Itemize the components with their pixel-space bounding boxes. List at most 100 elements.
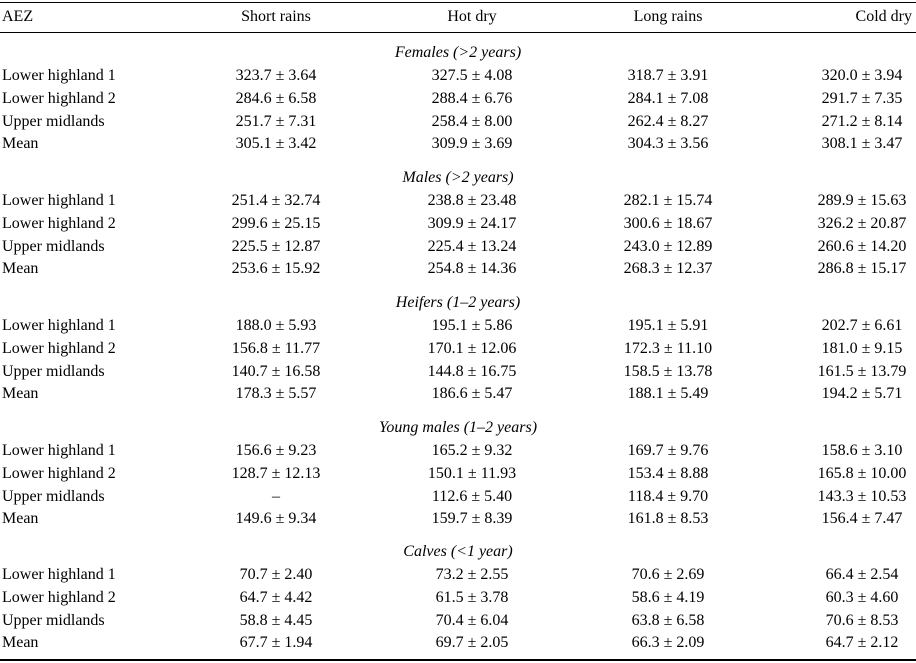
header-row: AEZ Short rains Hot dry Long rains Cold …: [0, 5, 916, 28]
header-long-rains: Long rains: [633, 8, 703, 25]
table-row: Lower highland 2 128.7 ± 12.13 150.1 ± 11.…: [0, 462, 916, 485]
cell-hot-dry: 165.2 ± 9.32: [431, 442, 513, 459]
cell-long-rains: 188.1 ± 5.49: [627, 385, 709, 403]
cell-long-rains: 268.3 ± 12.37: [623, 260, 713, 278]
cell-long-rains: 282.1 ± 15.74: [623, 192, 713, 209]
cell-long-rains: 318.7 ± 3.91: [627, 67, 709, 84]
cell-long-rains: 304.3 ± 3.56: [627, 135, 709, 153]
cell-short-rains: 67.7 ± 1.94: [239, 634, 313, 652]
row-aez: Lower highland 2: [2, 339, 116, 357]
row-aez: Upper midlands: [2, 487, 105, 505]
cell-long-rains: 169.7 ± 9.76: [627, 442, 709, 459]
cell-hot-dry: 309.9 ± 24.17: [427, 214, 517, 232]
cell-short-rains: 70.7 ± 2.40: [239, 566, 313, 583]
cell-cold-dry: 271.2 ± 8.14: [821, 112, 903, 130]
cell-short-rains: 156.8 ± 11.77: [231, 339, 321, 357]
header-rule: [0, 32, 916, 33]
cell-hot-dry: 238.8 ± 23.48: [427, 192, 517, 209]
cell-cold-dry: 165.8 ± 10.00: [817, 464, 907, 482]
cell-cold-dry: 60.3 ± 4.60: [825, 588, 899, 606]
cell-cold-dry: 289.9 ± 15.63: [817, 192, 907, 209]
cell-hot-dry: 186.6 ± 5.47: [431, 385, 513, 403]
cell-long-rains: 161.8 ± 8.53: [627, 510, 709, 528]
cell-cold-dry: 70.6 ± 8.53: [825, 611, 899, 629]
cell-hot-dry: 144.8 ± 16.75: [427, 362, 517, 380]
cell-short-rains: 149.6 ± 9.34: [235, 510, 317, 528]
table-row: Mean 178.3 ± 5.57 186.6 ± 5.47 188.1 ± 5.49…: [0, 382, 916, 405]
cell-cold-dry: 158.6 ± 3.10: [821, 442, 903, 459]
header-hot-dry: Hot dry: [447, 8, 497, 25]
cell-long-rains: 63.8 ± 6.58: [631, 611, 705, 629]
table-row: Upper midlands 225.5 ± 12.87 225.4 ± 13.24…: [0, 235, 916, 258]
cell-hot-dry: 73.2 ± 2.55: [435, 566, 509, 583]
group-title: Males (>2 years): [402, 169, 514, 186]
cell-short-rains: 58.8 ± 4.45: [239, 611, 313, 629]
cell-cold-dry: 320.0 ± 3.94: [821, 67, 903, 84]
group-title: Females (>2 years): [394, 44, 522, 61]
row-aez: Lower highland 1: [2, 317, 116, 334]
cell-cold-dry: 161.5 ± 13.79: [817, 362, 907, 380]
table-row: Upper midlands 140.7 ± 16.58 144.8 ± 16.75…: [0, 360, 916, 383]
cell-hot-dry: 70.4 ± 6.04: [435, 611, 509, 629]
table-row: Upper midlands 251.7 ± 7.31 258.4 ± 8.00 26…: [0, 110, 916, 133]
cell-hot-dry: 170.1 ± 12.06: [427, 339, 517, 357]
table-row: Mean 67.7 ± 1.94 69.7 ± 2.05 66.3 ± 2.09 64.…: [0, 631, 916, 654]
cell-cold-dry: 194.2 ± 5.71: [821, 385, 903, 403]
cell-hot-dry: 225.4 ± 13.24: [427, 237, 517, 255]
row-aez: Upper midlands: [2, 112, 105, 130]
cell-short-rains: 188.0 ± 5.93: [235, 317, 317, 334]
cell-cold-dry: 156.4 ± 7.47: [821, 510, 903, 528]
cell-long-rains: 172.3 ± 11.10: [623, 339, 713, 357]
cell-cold-dry: 326.2 ± 20.87: [817, 214, 907, 232]
row-aez: Upper midlands: [2, 237, 105, 255]
cell-long-rains: 58.6 ± 4.19: [631, 588, 705, 606]
cell-hot-dry: 258.4 ± 8.00: [431, 112, 513, 130]
cell-cold-dry: 260.6 ± 14.20: [817, 237, 907, 255]
cell-short-rains: 305.1 ± 3.42: [235, 135, 317, 153]
table-row: Mean 253.6 ± 15.92 254.8 ± 14.36 268.3 ± 12…: [0, 257, 916, 280]
table-row: Mean 149.6 ± 9.34 159.7 ± 8.39 161.8 ± 8.53…: [0, 507, 916, 530]
cell-hot-dry: 61.5 ± 3.78: [435, 588, 509, 606]
row-aez: Lower highland 2: [2, 214, 116, 232]
header-aez: AEZ: [2, 8, 34, 25]
table-row: Lower highland 1 70.7 ± 2.40 73.2 ± 2.55 70…: [0, 563, 916, 586]
cell-cold-dry: 181.0 ± 9.15: [821, 339, 903, 357]
row-aez: Mean: [2, 260, 39, 278]
row-aez: Lower highland 2: [2, 89, 116, 107]
table-row: Upper midlands 58.8 ± 4.45 70.4 ± 6.04 63.8…: [0, 609, 916, 632]
top-rule: [0, 2, 916, 3]
table-row: Mean 305.1 ± 3.42 309.9 ± 3.69 304.3 ± 3.56…: [0, 132, 916, 155]
header-short-rains: Short rains: [241, 8, 311, 25]
cell-short-rains: 299.6 ± 25.15: [231, 214, 321, 232]
cell-long-rains: 158.5 ± 13.78: [623, 362, 713, 380]
row-aez: Lower highland 1: [2, 67, 116, 84]
cell-short-rains: 156.6 ± 9.23: [235, 442, 317, 459]
table-row: Lower highland 2 156.8 ± 11.77 170.1 ± 12.…: [0, 337, 916, 360]
table-row: Lower highland 2 64.7 ± 4.42 61.5 ± 3.78 58…: [0, 586, 916, 609]
row-aez: Lower highland 1: [2, 192, 116, 209]
cell-long-rains: 118.4 ± 9.70: [627, 487, 709, 505]
cell-short-rains: 284.6 ± 6.58: [235, 89, 317, 107]
table-row: Lower highland 2 284.6 ± 6.58 288.4 ± 6.76…: [0, 87, 916, 110]
cell-long-rains: 284.1 ± 7.08: [627, 89, 709, 107]
cell-hot-dry: 327.5 ± 4.08: [431, 67, 513, 84]
row-aez: Lower highland 1: [2, 566, 116, 583]
cell-hot-dry: 159.7 ± 8.39: [431, 510, 513, 528]
cell-hot-dry: 112.6 ± 5.40: [431, 487, 513, 505]
cell-short-rains: –: [272, 487, 280, 505]
cell-short-rains: 64.7 ± 4.42: [239, 588, 313, 606]
header-cold-dry: Cold dry: [855, 8, 912, 25]
cell-long-rains: 195.1 ± 5.91: [627, 317, 709, 334]
cell-hot-dry: 195.1 ± 5.86: [431, 317, 513, 334]
cell-cold-dry: 64.7 ± 2.12: [825, 634, 899, 652]
row-aez: Mean: [2, 634, 39, 652]
row-aez: Lower highland 2: [2, 588, 116, 606]
table-row: Lower highland 2 299.6 ± 25.15 309.9 ± 24.…: [0, 212, 916, 235]
row-aez: Mean: [2, 510, 39, 528]
cell-long-rains: 300.6 ± 18.67: [623, 214, 713, 232]
row-aez: Mean: [2, 135, 39, 153]
cell-long-rains: 262.4 ± 8.27: [627, 112, 709, 130]
row-aez: Upper midlands: [2, 611, 105, 629]
table-row: Lower highland 1 156.6 ± 9.23 165.2 ± 9.32…: [0, 439, 916, 462]
table-row: Lower highland 1 188.0 ± 5.93 195.1 ± 5.86…: [0, 314, 916, 337]
